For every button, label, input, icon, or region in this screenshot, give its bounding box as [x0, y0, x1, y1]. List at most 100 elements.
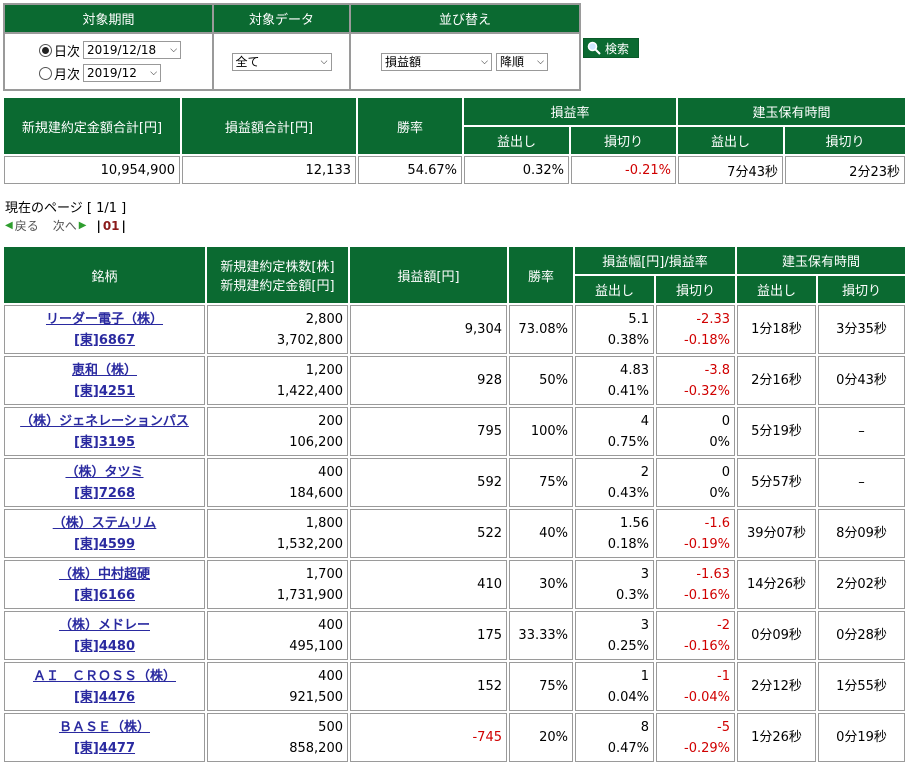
stock-code-link[interactable]: [東]4251 — [73, 383, 136, 399]
loss-range-cell: -2 -0.16% — [656, 611, 735, 660]
stock-code-link[interactable]: [東]3195 — [73, 434, 136, 450]
chevron-down-icon: ⌵ — [150, 68, 158, 78]
win-rate-value: 20% — [509, 713, 573, 762]
data-select[interactable]: 全て ⌵ — [231, 52, 332, 71]
stock-name-link[interactable]: リーダー電子（株） — [45, 311, 163, 327]
shares-value: 1,700 — [305, 566, 343, 582]
hold-profit-value: 1分26秒 — [737, 713, 816, 762]
loss-range-cell: -5 -0.29% — [656, 713, 735, 762]
sort-select-value: 損益額 — [385, 55, 422, 69]
daily-radio[interactable] — [39, 43, 52, 57]
stock-code-link[interactable]: [東]6867 — [73, 332, 136, 348]
summary-pl-rate-header: 損益率 — [464, 98, 676, 125]
data-cell: 全て ⌵ — [213, 33, 350, 90]
profit-width-value: 2 — [640, 464, 649, 480]
profit-width-value: 1 — [640, 668, 649, 684]
stock-code-link[interactable]: [東]4599 — [73, 536, 136, 552]
loss-width-value: -3.8 — [704, 362, 730, 378]
data-select-value: 全て — [235, 55, 260, 69]
stock-name-link[interactable]: （株）ステムリム — [52, 515, 157, 531]
monthly-radio[interactable] — [39, 66, 52, 80]
period-header: 対象期間 — [4, 4, 213, 33]
amount-value: 1,422,400 — [276, 383, 343, 399]
monthly-date-select[interactable]: 2019/12 ⌵ — [83, 64, 162, 82]
filter-panel: 対象期間 対象データ 並び替え 日次 2019/12/18 ⌵ 月次 2019/1… — [3, 3, 581, 91]
profit-range-cell: 2 0.43% — [575, 458, 654, 507]
search-button[interactable]: 検索 — [583, 38, 639, 58]
stock-name-link[interactable]: （株）ジェネレーションパス — [20, 413, 189, 429]
win-rate-value: 75% — [509, 458, 573, 507]
col-name-header: 銘柄 — [4, 247, 205, 303]
sort-select[interactable]: 損益額 ⌵ — [381, 52, 492, 71]
summary-total-amount-header: 新規建約定金額合計[円] — [4, 98, 180, 154]
summary-hold-profit: 7分43秒 — [678, 156, 783, 184]
shares-value: 400 — [318, 464, 343, 480]
stock-name-link[interactable]: （株）メドレー — [58, 617, 150, 633]
summary-total-amount: 10,954,900 — [4, 156, 180, 184]
amount-value: 106,200 — [289, 434, 343, 450]
stock-name-link[interactable]: 恵和（株） — [71, 362, 137, 378]
shares-value: 400 — [318, 668, 343, 684]
loss-width-value: -1.63 — [696, 566, 730, 582]
pl-value: 928 — [350, 356, 507, 405]
table-row: （株）ジェネレーションパス [東]3195 200 106,200 795 100… — [4, 407, 905, 456]
col-range-profit-header: 益出し — [575, 276, 654, 303]
next-link[interactable]: 次へ — [52, 219, 77, 233]
win-rate-value: 40% — [509, 509, 573, 558]
next-arrow-icon: ▶ — [78, 220, 87, 231]
stock-name-link[interactable]: ＡＩ ＣＲＯＳＳ（株） — [32, 668, 176, 684]
shares-amount-cell: 400 495,100 — [207, 611, 348, 660]
stock-name-link[interactable]: ＢＡＳＥ（株） — [58, 719, 150, 735]
loss-rate-value: -0.16% — [684, 587, 730, 603]
col-shares-amount-header: 新規建約定株数[株] 新規建約定金額[円] — [207, 247, 348, 303]
stock-name-link[interactable]: （株）タツミ — [65, 464, 144, 480]
pl-value: 592 — [350, 458, 507, 507]
search-icon — [587, 41, 601, 55]
daily-date-select[interactable]: 2019/12/18 ⌵ — [83, 41, 182, 59]
col-range-header: 損益幅[円]/損益率 — [575, 247, 735, 274]
stock-code-link[interactable]: [東]6166 — [73, 587, 136, 603]
stock-code-link[interactable]: [東]7268 — [73, 485, 136, 501]
stock-code-link[interactable]: [東]4480 — [73, 638, 136, 654]
summary-rate-loss-header: 損切り — [571, 127, 676, 154]
order-select[interactable]: 降順 ⌵ — [496, 52, 548, 71]
stock-cell: （株）ジェネレーションパス [東]3195 — [4, 407, 205, 456]
loss-rate-value: 0% — [709, 434, 730, 450]
shares-amount-cell: 400 921,500 — [207, 662, 348, 711]
stock-code-link[interactable]: [東]4477 — [73, 740, 136, 756]
summary-total-pl-header: 損益額合計[円] — [182, 98, 356, 154]
summary-win-rate: 54.67% — [358, 156, 462, 184]
prev-link[interactable]: 戻る — [14, 219, 39, 233]
stock-name-link[interactable]: （株）中村超硬 — [58, 566, 150, 582]
page-01[interactable]: 01 — [102, 218, 120, 233]
shares-value: 200 — [318, 413, 343, 429]
hold-profit-value: 2分12秒 — [737, 662, 816, 711]
profit-range-cell: 4.83 0.41% — [575, 356, 654, 405]
table-row: （株）ステムリム [東]4599 1,800 1,532,200 522 40% … — [4, 509, 905, 558]
hold-loss-value: 0分19秒 — [818, 713, 905, 762]
profit-range-cell: 5.1 0.38% — [575, 305, 654, 354]
sort-header: 並び替え — [350, 4, 580, 33]
loss-width-value: -2 — [717, 617, 730, 633]
hold-loss-value: 3分35秒 — [818, 305, 905, 354]
col-hold-profit-header: 益出し — [737, 276, 816, 303]
pl-value: 152 — [350, 662, 507, 711]
trade-table: 銘柄 新規建約定株数[株] 新規建約定金額[円] 損益額[円] 勝率 損益幅[円]… — [2, 245, 907, 764]
profit-rate-value: 0.38% — [607, 332, 649, 348]
profit-width-value: 3 — [640, 617, 649, 633]
hold-profit-value: 5分57秒 — [737, 458, 816, 507]
col-amount-header: 新規建約定金額[円] — [220, 279, 335, 294]
hold-profit-value: 0分09秒 — [737, 611, 816, 660]
shares-value: 2,800 — [305, 311, 343, 327]
monthly-date-value: 2019/12 — [87, 66, 137, 80]
loss-width-value: -1.6 — [704, 515, 730, 531]
win-rate-value: 75% — [509, 662, 573, 711]
summary-rate-profit-header: 益出し — [464, 127, 569, 154]
pl-value: -745 — [350, 713, 507, 762]
stock-code-link[interactable]: [東]4476 — [73, 689, 136, 705]
profit-width-value: 3 — [640, 566, 649, 582]
loss-range-cell: -1.6 -0.19% — [656, 509, 735, 558]
sort-cell: 損益額 ⌵ 降順 ⌵ — [350, 33, 580, 90]
stock-cell: （株）ステムリム [東]4599 — [4, 509, 205, 558]
profit-range-cell: 3 0.25% — [575, 611, 654, 660]
